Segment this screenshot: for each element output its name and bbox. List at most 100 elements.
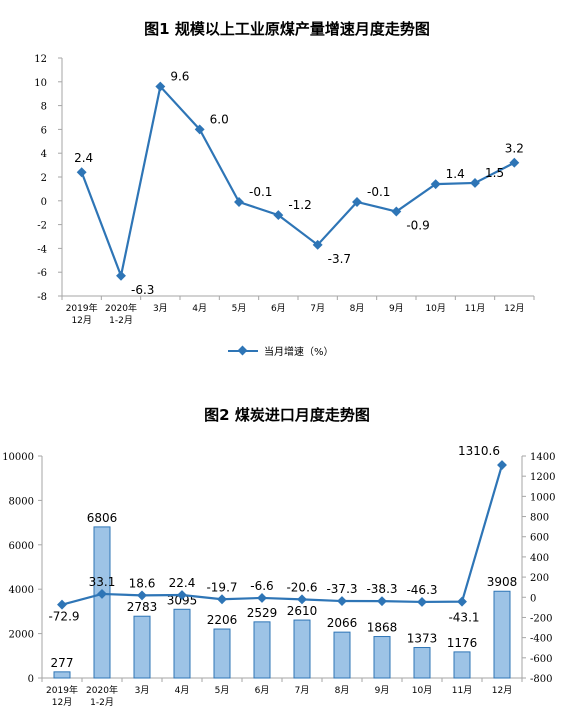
y-tick-label: 12: [34, 54, 47, 65]
bar-value-label: 1176: [447, 636, 478, 650]
line-data-point: [377, 596, 387, 607]
line-value-label: -43.1: [448, 611, 479, 625]
bar-import-volume: [453, 651, 471, 679]
bar-import-volume: [133, 615, 151, 679]
data-point: [470, 178, 480, 188]
bar-import-volume: [293, 619, 311, 679]
y-tick-label: 6000: [9, 541, 34, 552]
bar-value-label: 2066: [327, 616, 358, 630]
data-label: -0.9: [406, 219, 429, 233]
y-tick-label: 0: [28, 674, 34, 685]
y-tick-label: 4: [41, 149, 47, 160]
line-value-label: -46.3: [406, 583, 437, 597]
line-data-point: [137, 590, 147, 601]
line-value-label: 1310.6: [458, 444, 500, 458]
line-value-label: -38.3: [366, 582, 397, 596]
y2-tick-label: 800: [530, 513, 549, 524]
bar-import-volume: [333, 631, 351, 679]
x-tick-label: 4月: [192, 303, 207, 314]
figure-2: 图2 煤炭进口月度走势图 0 2000 4000 6000 8000 10000 -800-…: [0, 380, 574, 718]
y2-tick-label: -600: [530, 654, 552, 665]
y2-tick-label: 1200: [530, 472, 555, 483]
x-tick-label: 2020年 1-2月: [86, 684, 118, 708]
data-point: [430, 179, 441, 190]
y2-tick-label: -400: [530, 634, 552, 645]
data-point: [116, 270, 126, 281]
x-tick-label: 5月: [232, 303, 247, 314]
x-tick-label: 5月: [215, 685, 230, 696]
chart-1-legend: 当月增速（%）: [228, 343, 334, 358]
bar-import-volume: [53, 671, 71, 679]
x-tick-label: 9月: [375, 685, 390, 696]
x-tick-label: 9月: [389, 303, 404, 314]
bar-import-volume: [373, 636, 391, 679]
data-point: [155, 81, 166, 92]
y-tick-label: 4000: [9, 585, 34, 596]
legend-line-swatch: [228, 346, 258, 356]
line-value-label: -72.9: [48, 610, 79, 624]
line-data-point: [417, 596, 427, 607]
figure-1: 图1 规模以上工业原煤产量增速月度走势图 -8 -6 -4 -2 0 2 4 6 8 10 12 20…: [0, 0, 574, 380]
x-tick-label: 12月: [504, 303, 524, 314]
chart-2-svg: 0 2000 4000 6000 8000 10000 -800 -600 -400 -200 0 2…: [2, 444, 555, 708]
data-point: [312, 239, 323, 250]
chart-2-title: 图2 煤炭进口月度走势图: [204, 406, 370, 424]
x-tick-label: 11月: [452, 685, 472, 696]
data-label: 6.0: [210, 112, 229, 126]
x-tick-label: 8月: [350, 303, 365, 314]
bar-import-volume: [253, 621, 271, 679]
line-data-point: [337, 596, 347, 606]
y-tick-label: -6: [37, 268, 47, 279]
line-data-point: [177, 590, 187, 600]
data-label: -0.1: [367, 185, 390, 199]
bar-value-label: 2529: [247, 606, 278, 620]
data-label: -3.7: [328, 252, 351, 266]
x-tick-label: 11月: [465, 303, 485, 314]
line-value-label: -37.3: [326, 582, 357, 596]
y-tick-label: 2000: [9, 630, 34, 641]
x-tick-label: 12月: [492, 685, 512, 696]
x-tick-label: 7月: [295, 685, 310, 696]
bar-value-label: 1868: [367, 621, 398, 635]
y-tick-label: 8000: [9, 496, 34, 507]
y-tick-label: -2: [37, 221, 47, 232]
bar-value-label: 2206: [207, 613, 238, 627]
bar-value-label: 3908: [487, 575, 518, 589]
bar-import-volume: [493, 590, 511, 679]
y-tick-label: 8: [41, 102, 47, 113]
data-point: [352, 197, 362, 207]
y2-tick-label: 600: [530, 533, 549, 544]
y-tick-label: 6: [41, 125, 47, 136]
legend-series-name: 当月增速（%）: [264, 347, 334, 358]
bar-import-volume: [213, 628, 231, 679]
x-tick-label: 2020年 1-2月: [105, 302, 137, 326]
y-tick-label: 0: [41, 197, 47, 208]
y-tick-label: -4: [37, 244, 47, 255]
data-point: [509, 157, 520, 168]
y2-tick-label: 1000: [530, 492, 555, 503]
data-label: 1.4: [446, 167, 465, 181]
y-tick-label: 2: [41, 173, 47, 184]
line-value-label: -20.6: [286, 580, 317, 594]
line-value-label: -6.6: [250, 579, 273, 593]
bar-import-volume: [173, 608, 191, 679]
y2-tick-label: -200: [530, 613, 552, 624]
line-data-point: [297, 594, 307, 605]
data-label: 1.5: [485, 166, 504, 180]
data-point: [234, 197, 244, 207]
bar-value-label: 6806: [87, 511, 118, 525]
y2-tick-label: 1400: [530, 452, 555, 463]
x-tick-label: 2019年 12月: [66, 302, 98, 326]
data-label: 9.6: [170, 70, 189, 84]
bar-value-label: 2783: [127, 600, 158, 614]
line-value-label: 33.1: [89, 575, 116, 589]
line-data-point: [497, 460, 507, 470]
series-line-production-growth: [80, 84, 515, 280]
line-data-point: [57, 599, 67, 610]
x-tick-label: 6月: [271, 303, 286, 314]
data-point: [391, 206, 402, 217]
y-tick-label: 10000: [2, 452, 34, 463]
bar-import-volume: [413, 647, 431, 679]
x-tick-label: 8月: [335, 685, 350, 696]
line-value-label: -19.7: [206, 580, 237, 594]
